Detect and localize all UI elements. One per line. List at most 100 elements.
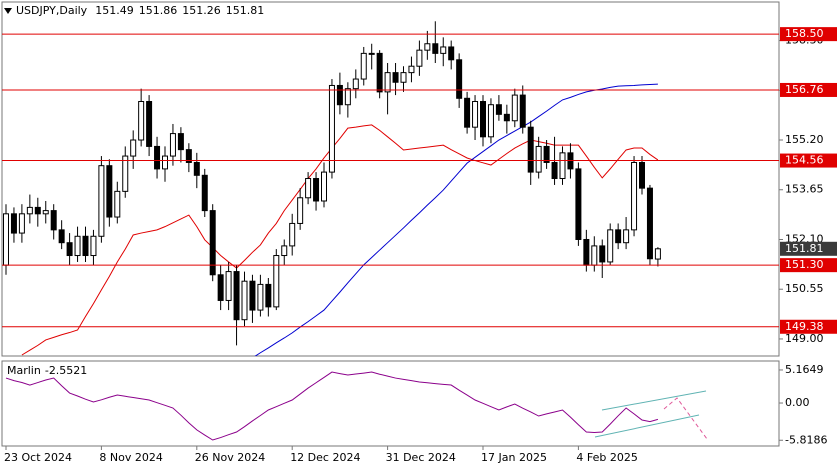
annotations	[594, 390, 708, 440]
candle-body	[18, 213, 25, 234]
candle-body	[487, 104, 494, 138]
candle-body	[511, 94, 518, 122]
candle-body	[26, 206, 33, 215]
candle-body	[495, 104, 502, 115]
candle-body	[177, 133, 184, 151]
candle-body	[297, 197, 304, 224]
candle-body	[360, 52, 367, 80]
y-tick-label: 149.00	[785, 332, 824, 345]
x-tick-label: 8 Nov 2024	[99, 451, 162, 464]
indicator-name: Marlin	[7, 364, 41, 377]
candle-body	[607, 229, 614, 263]
candle-body	[623, 229, 630, 244]
level-label-bg	[780, 27, 837, 42]
candle-body	[241, 280, 248, 321]
candle-body	[233, 271, 240, 321]
candle-body	[273, 255, 280, 308]
y-tick-label: 5.1649	[785, 363, 824, 376]
candle-body	[281, 245, 288, 257]
y-tick-label: 150.55	[785, 282, 824, 295]
candle-body	[169, 133, 176, 157]
x-tick-label: 17 Jan 2025	[481, 451, 547, 464]
candle-body	[344, 88, 351, 106]
candle-body	[551, 161, 558, 180]
candle-body	[122, 155, 129, 192]
candle-body	[654, 248, 661, 260]
x-tick-label: 26 Nov 2024	[195, 451, 265, 464]
candle-body	[257, 283, 264, 311]
y-tick-label: -5.8186	[785, 433, 827, 446]
price-label-bg	[780, 241, 837, 256]
candle-body	[599, 245, 606, 263]
x-tick-label: 4 Feb 2025	[576, 451, 637, 464]
candle-body	[82, 235, 89, 257]
candle-body	[289, 222, 296, 247]
symbol: USDJPY,Daily	[16, 4, 88, 17]
candle-body	[154, 145, 161, 170]
candle-body	[352, 78, 359, 90]
candle-body	[400, 72, 407, 83]
candle-body	[217, 274, 224, 301]
candle-body	[448, 46, 455, 61]
plot	[3, 21, 661, 356]
candle-body	[432, 43, 439, 54]
candle-body	[66, 242, 73, 257]
candle-body	[138, 101, 145, 141]
candle-body	[583, 238, 590, 266]
candle-body	[336, 84, 343, 106]
candle-body	[130, 139, 137, 157]
candle-body	[392, 72, 399, 83]
level-label-bg	[780, 319, 837, 334]
candle-body	[424, 43, 431, 51]
x-tick-label: 23 Oct 2024	[4, 451, 72, 464]
line	[254, 83, 658, 356]
candle-body	[265, 283, 272, 308]
line	[5, 371, 659, 441]
y-tick-label: 155.20	[785, 133, 824, 146]
candle-body	[591, 245, 598, 266]
candle-body	[58, 229, 65, 244]
candle-body	[305, 178, 312, 199]
candle-body	[456, 59, 463, 99]
candle-body	[472, 101, 479, 128]
candle-body	[193, 161, 200, 176]
candle-body	[3, 213, 9, 266]
candle-body	[464, 97, 471, 128]
candle-body	[146, 101, 153, 147]
candle-body	[639, 161, 645, 189]
candle-body	[535, 145, 542, 173]
level-label-bg	[780, 82, 837, 97]
candle-body	[575, 168, 582, 240]
candle-body	[328, 84, 335, 173]
level-label-bg	[780, 258, 837, 273]
projection-line	[663, 397, 708, 440]
level-label: 156.76	[785, 83, 824, 96]
level-label-bg	[780, 153, 837, 168]
candle-body	[376, 52, 383, 93]
candle-body	[106, 165, 113, 218]
candle-body	[503, 113, 510, 122]
candle-body	[98, 165, 105, 237]
candle-body	[209, 210, 216, 276]
candle-body	[225, 271, 232, 301]
line	[21, 124, 659, 356]
high-price: 151.86	[139, 4, 178, 17]
y-tick-label: 153.65	[785, 183, 824, 196]
candle-body	[10, 213, 17, 234]
level-label: 154.56	[785, 154, 824, 167]
candle-body	[321, 171, 327, 202]
candle-body	[480, 101, 486, 138]
indicator-pane	[1, 360, 780, 447]
candle-body	[201, 174, 208, 212]
indicator-value: -2.5521	[45, 364, 87, 377]
candle-body	[42, 210, 49, 215]
candle-body	[527, 126, 534, 173]
candle-body	[50, 210, 57, 231]
candle-body	[646, 187, 653, 260]
candle-body	[313, 178, 320, 202]
indicator-header: Marlin -2.5521	[7, 364, 87, 377]
chart-header: USDJPY,Daily 151.49 151.86 151.26 151.81	[16, 4, 264, 17]
low-price: 151.26	[182, 4, 221, 17]
x-tick-label: 31 Dec 2024	[386, 451, 456, 464]
